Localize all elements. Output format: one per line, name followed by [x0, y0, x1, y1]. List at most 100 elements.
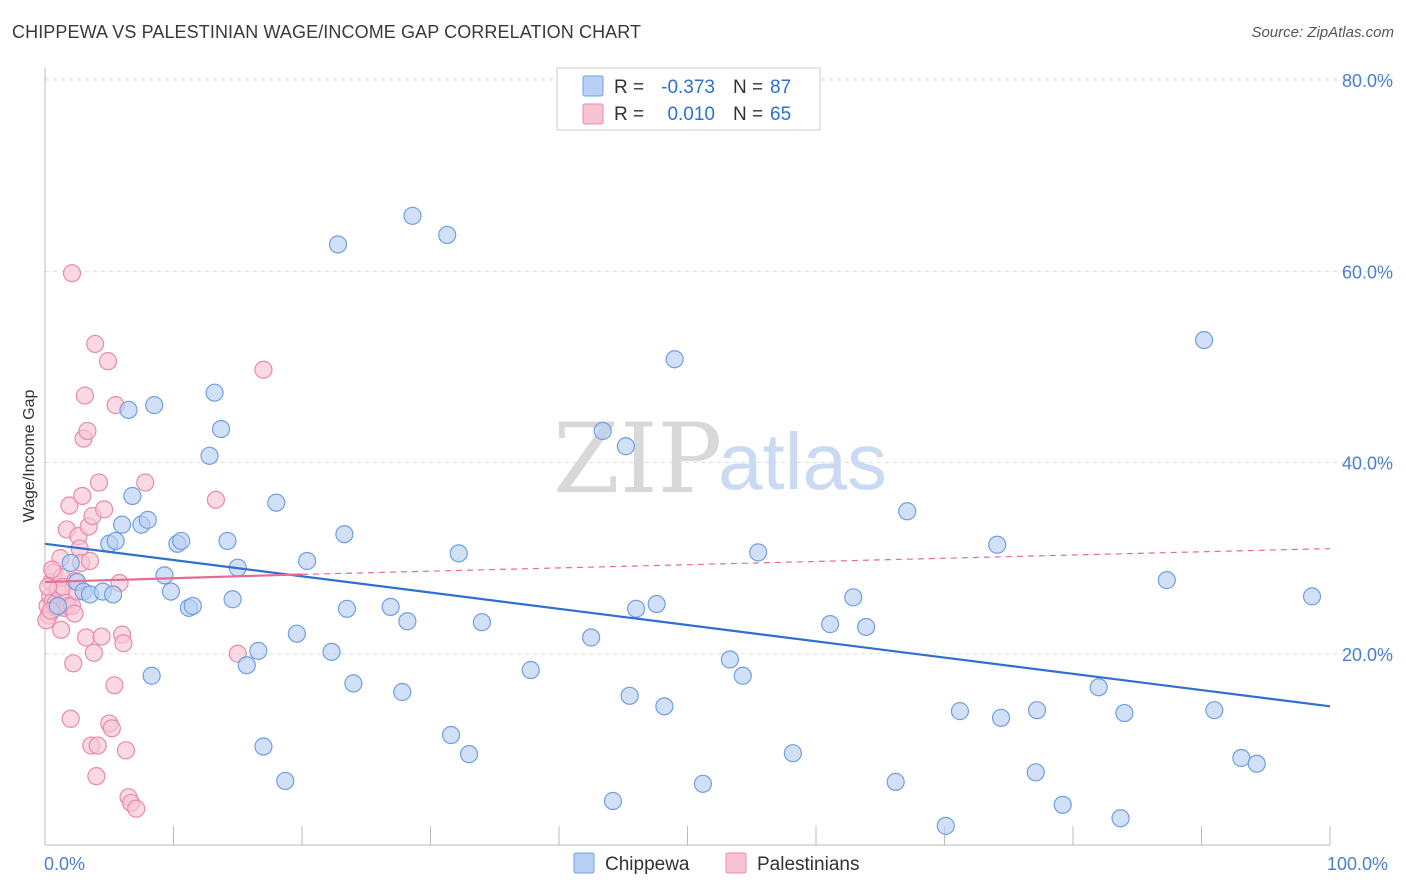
legend-box: R = -0.373 N = 87 R = 0.010 N = 65: [556, 67, 821, 131]
chippewa-point-41: [393, 682, 412, 702]
chippewa-point-83: [1247, 754, 1266, 773]
palestinians-point-37: [86, 334, 105, 354]
chippewa-points: [48, 206, 1322, 835]
chippewa-point-58: [665, 350, 684, 369]
bottom-legend-label-palestinians: Palestinians: [757, 854, 859, 875]
palestinians-point-31: [78, 421, 97, 441]
palestinians-point-42: [95, 500, 114, 519]
trend-lines: [44, 542, 1331, 708]
gridlines: [45, 77, 1393, 655]
chippewa-point-78: [1115, 703, 1134, 723]
chippewa-point-56: [647, 594, 666, 614]
chippewa-point-74: [1027, 701, 1047, 720]
chippewa-point-23: [205, 383, 224, 402]
chippewa-point-46: [449, 544, 468, 563]
chippewa-point-62: [749, 543, 768, 562]
bottom-legend-label-chippewa: Chippewa: [605, 854, 690, 875]
y-tick-labels: 20.0% 40.0% 60.0% 80.0%: [1342, 71, 1393, 665]
palestinians-point-33: [80, 551, 100, 571]
chippewa-point-14: [142, 666, 161, 685]
legend-swatch-chippewa: [582, 75, 604, 97]
palestinians-point-55: [136, 473, 155, 492]
chippewa-point-66: [857, 617, 876, 637]
chippewa-point-38: [337, 599, 357, 618]
palestinians-point-18: [61, 709, 80, 728]
legend-n-value-2: 65: [770, 104, 791, 125]
chippewa-point-24: [211, 419, 231, 439]
chippewa-point-49: [521, 660, 540, 680]
chippewa-point-19: [172, 531, 191, 551]
chippewa-point-34: [298, 551, 317, 571]
legend-n-label-2: N =: [733, 104, 763, 125]
legend-r-value-2: 0.010: [667, 104, 715, 125]
legend-r-value-1: -0.373: [661, 77, 715, 98]
chippewa-point-29: [249, 641, 268, 660]
palestinians-point-38: [87, 767, 106, 786]
chippewa-point-40: [381, 597, 400, 616]
chippewa-point-43: [403, 206, 422, 225]
chippewa-point-63: [783, 744, 802, 763]
chippewa-point-44: [438, 225, 457, 245]
palestinians-point-27: [73, 486, 92, 506]
palestinians-point-39: [88, 736, 107, 755]
palestinians-point-63: [51, 620, 71, 639]
chippewa-point-73: [1026, 763, 1045, 782]
chippewa-point-60: [720, 650, 740, 669]
chippewa-point-9: [112, 515, 132, 534]
y-tick-label-20: 20.0%: [1342, 645, 1393, 665]
legend-r-label-2: R =: [614, 104, 644, 125]
bottom-legend: Chippewa Palestinians: [573, 852, 859, 875]
chippewa-point-55: [626, 599, 646, 618]
chippewa-point-52: [603, 791, 623, 811]
palestinians-point-20: [64, 654, 83, 673]
chippewa-point-64: [821, 615, 840, 634]
chippewa-point-39: [344, 674, 363, 693]
palestinians-point-29: [75, 386, 94, 405]
chippewa-point-31: [267, 493, 286, 512]
chippewa-point-0: [48, 596, 67, 616]
x-tick-label-max: 100.0%: [1327, 854, 1388, 874]
palestinians-point-56: [206, 490, 226, 509]
watermark-zip: ZIP: [553, 403, 722, 515]
chippewa-point-16: [155, 566, 174, 585]
palestinians-point-41: [92, 627, 111, 646]
chippewa-point-22: [200, 446, 219, 465]
chippewa-point-59: [693, 774, 713, 793]
chippewa-point-70: [950, 702, 970, 721]
legend-n-label-1: N =: [733, 77, 763, 98]
palestinians-point-46: [105, 676, 124, 695]
chippewa-point-28: [237, 656, 256, 675]
chippewa-point-11: [123, 486, 142, 506]
chippewa-point-42: [398, 612, 417, 631]
chippewa-point-68: [898, 502, 917, 521]
chippewa-point-84: [1302, 587, 1322, 606]
y-tick-label-40: 40.0%: [1342, 454, 1393, 474]
palestinians-trend-line: [44, 573, 303, 584]
watermark: ZIP atlas: [553, 403, 887, 515]
palestinians-point-58: [254, 360, 273, 379]
chippewa-point-69: [936, 816, 955, 835]
chippewa-point-50: [582, 628, 601, 647]
palestinians-point-17: [60, 496, 79, 515]
chippewa-point-13: [138, 510, 157, 529]
chippewa-point-79: [1157, 571, 1176, 590]
palestinians-point-43: [98, 352, 118, 371]
chippewa-point-53: [616, 437, 635, 456]
chippewa-point-54: [620, 686, 639, 705]
chippewa-point-47: [459, 745, 479, 764]
chippewa-point-81: [1205, 701, 1224, 720]
palestinians-point-40: [89, 473, 109, 492]
y-tick-label-60: 60.0%: [1342, 262, 1393, 282]
chippewa-point-77: [1111, 809, 1130, 828]
chippewa-point-37: [335, 525, 354, 544]
chippewa-point-80: [1194, 331, 1214, 350]
y-tick-label-80: 80.0%: [1342, 71, 1393, 91]
chippewa-point-17: [161, 582, 181, 601]
chippewa-point-15: [145, 396, 164, 415]
legend-n-value-1: 87: [770, 77, 791, 98]
chippewa-point-82: [1232, 748, 1251, 768]
chippewa-point-61: [733, 666, 752, 685]
bottom-legend-swatch-palestinians: [725, 852, 747, 874]
x-tick-label-min: 0.0%: [44, 854, 85, 874]
chippewa-point-32: [276, 771, 295, 791]
